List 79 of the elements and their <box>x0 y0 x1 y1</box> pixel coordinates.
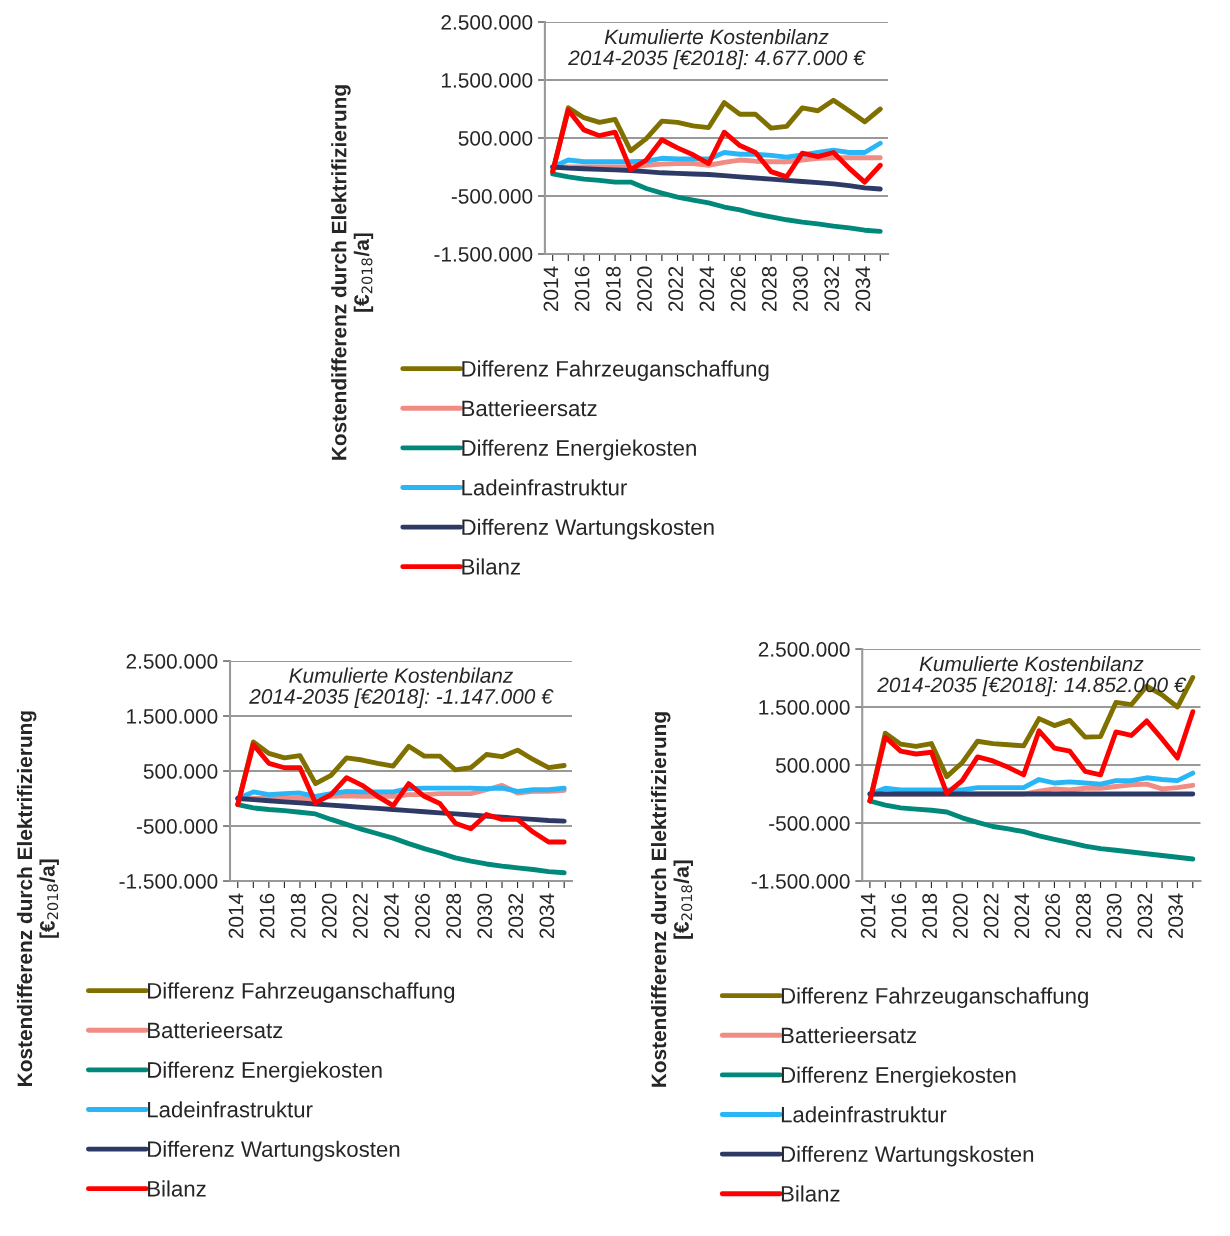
x-tick-label: 2022 <box>668 266 684 312</box>
x-tick-label: 2016 <box>891 893 907 939</box>
y-tick-label: 500.000 <box>458 131 533 146</box>
y-axis-title: Kostendifferenz durch Elektrifizierung [€$_{2018}$/a] <box>331 85 374 460</box>
y-tick-label: -500.000 <box>136 819 218 834</box>
y-tick-label: 500.000 <box>775 758 850 773</box>
y-tick-label: 2.500.000 <box>126 654 218 669</box>
x-tick-label: 2020 <box>637 266 652 312</box>
legend-label: Differenz Energiekosten <box>462 439 696 461</box>
legend-label: Differenz Fahrzeuganschaffung <box>148 982 455 1004</box>
x-tick-label: 2030 <box>1106 893 1122 939</box>
y-tick-label: -1.500.000 <box>434 247 533 262</box>
legend-label: Differenz Fahrzeuganschaffung <box>462 360 769 382</box>
line-series <box>550 164 883 192</box>
legend-label: Ladeinfrastruktur <box>148 1101 313 1118</box>
legend-label: Bilanz <box>781 1185 840 1202</box>
y-tick-label: -500.000 <box>769 816 850 831</box>
x-tick-label: 2018 <box>290 893 306 939</box>
x-tick-label: 2016 <box>574 266 590 312</box>
legend-label: Bilanz <box>148 1180 206 1197</box>
x-tick-label: 2018 <box>922 893 938 939</box>
legend-label: Ladeinfrastruktur <box>781 1106 947 1123</box>
x-tick-label: 2014 <box>860 893 876 939</box>
y-tick-label: 1.500.000 <box>442 73 533 88</box>
x-tick-label: 2024 <box>1014 893 1030 939</box>
x-tick-label: 2018 <box>605 266 621 312</box>
line-series <box>867 798 1196 862</box>
annotation: Kumulierte Kostenbilanz 2014-2035 [€2018]: -1.147.000 € <box>249 667 554 708</box>
legend-label: Differenz Energiekosten <box>781 1066 1016 1088</box>
annotation: Kumulierte Kostenbilanz 2014-2035 [€2018]: 4.677.000 € <box>568 28 866 70</box>
legend-label: Bilanz <box>462 558 520 575</box>
x-tick-label: 2028 <box>761 266 777 312</box>
y-tick-label: 2.500.000 <box>441 15 533 30</box>
x-tick-label: 2020 <box>321 893 337 939</box>
annotation: Kumulierte Kostenbilanz 2014-2035 [€2018]: 14.852.000 € <box>877 655 1187 697</box>
x-tick-label: 2024 <box>699 266 715 312</box>
line-series <box>867 770 1196 797</box>
legend-label: Differenz Wartungskosten <box>781 1145 1034 1167</box>
x-tick-label: 2020 <box>953 893 968 939</box>
x-tick-label: 2022 <box>352 893 368 939</box>
legend-label: Batterieersatz <box>148 1021 283 1039</box>
legend-label: Differenz Wartungskosten <box>148 1140 400 1162</box>
line-series <box>235 742 567 845</box>
x-tick-label: 2014 <box>543 266 559 312</box>
y-tick-label: -1.500.000 <box>751 874 850 889</box>
y-tick-label: 1.500.000 <box>127 709 218 724</box>
y-tick-label: 1.500.000 <box>759 700 850 715</box>
y-tick-label: 500.000 <box>143 764 218 779</box>
legend-label: Differenz Energiekosten <box>148 1061 382 1083</box>
legend-label: Differenz Fahrzeuganschaffung <box>781 987 1088 1009</box>
line-series <box>867 709 1196 804</box>
x-tick-label: 2028 <box>446 893 461 939</box>
legend-label: Differenz Wartungskosten <box>462 518 714 540</box>
x-tick-label: 2022 <box>983 893 999 939</box>
y-axis-title: Kostendifferenz durch Elektrifizierung [€$_{2018}$/a] <box>650 712 693 1087</box>
legend-label: Ladeinfrastruktur <box>462 479 627 496</box>
x-tick-label: 2030 <box>793 266 808 312</box>
y-axis-title: Kostendifferenz durch Elektrifizierung [€$_{2018}$/a] <box>16 711 59 1086</box>
x-tick-label: 2026 <box>415 893 430 939</box>
legend-label: Batterieersatz <box>462 399 597 417</box>
x-tick-label: 2014 <box>228 893 244 939</box>
x-tick-label: 2028 <box>1076 893 1091 939</box>
legend-label: Batterieersatz <box>781 1026 917 1044</box>
x-tick-label: 2034 <box>539 893 555 939</box>
x-tick-label: 2032 <box>508 893 524 939</box>
line-series <box>550 171 883 234</box>
y-tick-label: -500.000 <box>451 189 533 204</box>
x-tick-label: 2026 <box>730 266 746 312</box>
y-tick-label: 2.500.000 <box>758 642 850 657</box>
x-tick-label: 2016 <box>259 893 275 939</box>
x-tick-label: 2032 <box>824 266 840 312</box>
line-series <box>550 107 883 185</box>
x-tick-label: 2026 <box>1045 893 1061 939</box>
x-tick-label: 2024 <box>384 893 399 939</box>
x-tick-label: 2034 <box>1168 893 1184 939</box>
x-tick-label: 2030 <box>477 893 493 939</box>
x-tick-label: 2032 <box>1137 893 1153 939</box>
x-tick-label: 2034 <box>855 266 871 312</box>
y-tick-label: -1.500.000 <box>119 874 218 889</box>
